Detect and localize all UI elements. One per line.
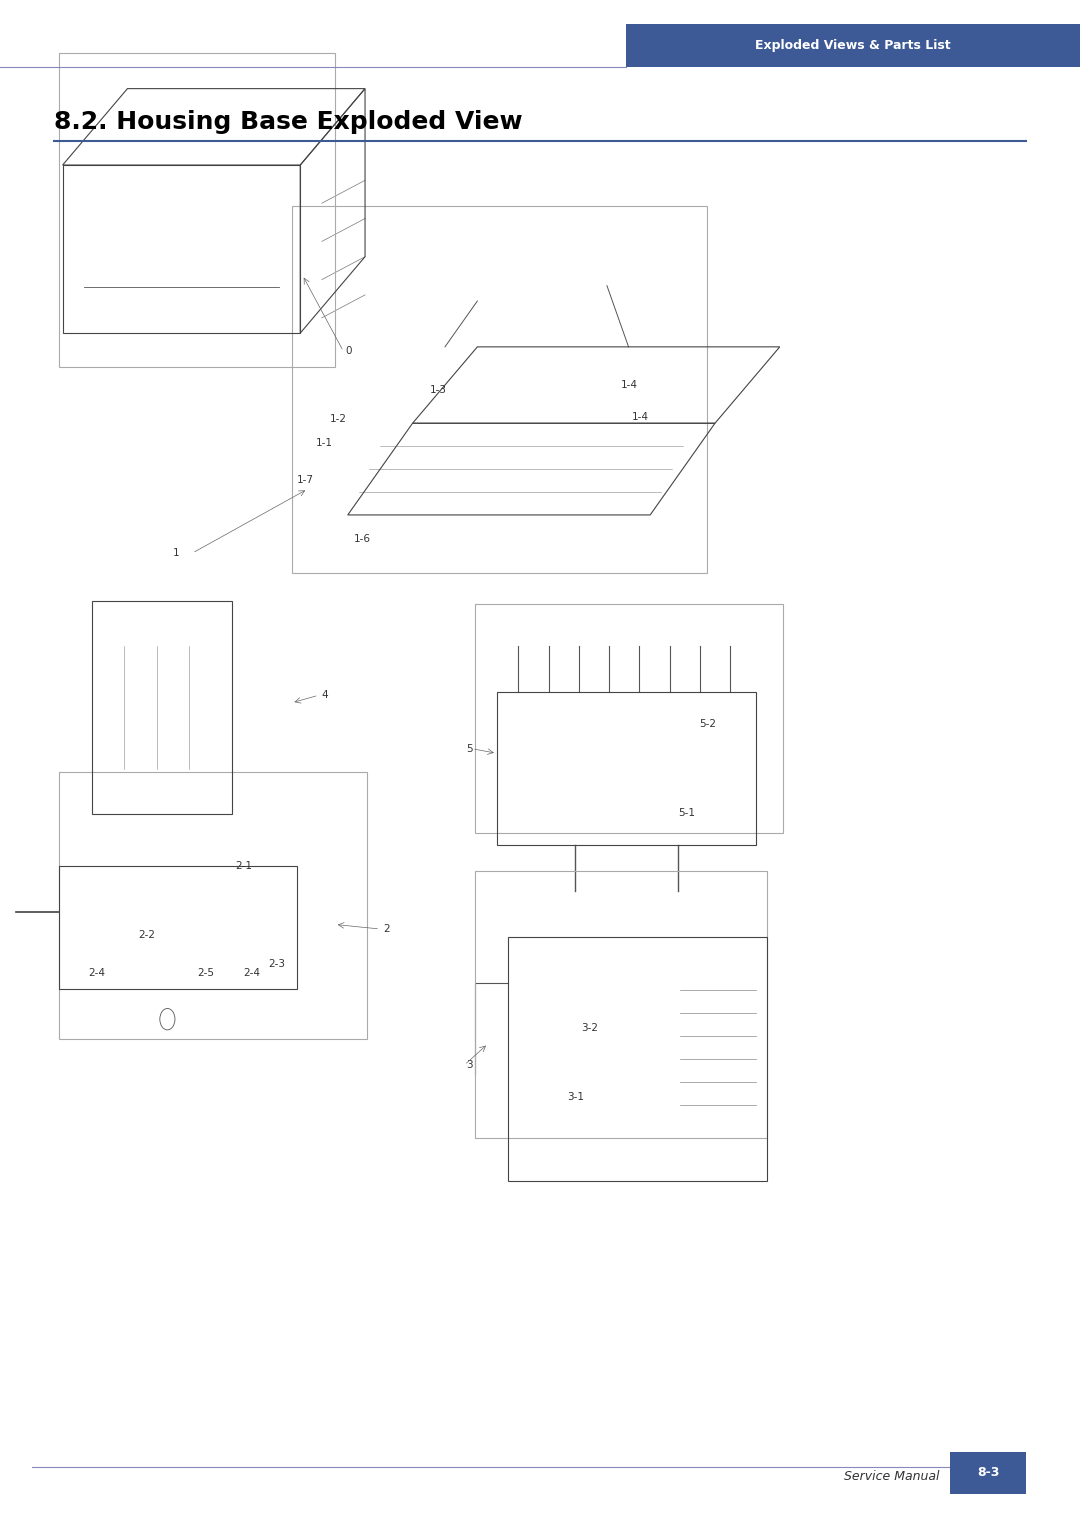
Text: 2-4: 2-4 bbox=[243, 969, 260, 978]
Text: 2-5: 2-5 bbox=[198, 969, 215, 978]
Text: 8-3: 8-3 bbox=[977, 1467, 999, 1479]
Bar bbox=[59, 772, 367, 1039]
Text: 1-4: 1-4 bbox=[621, 380, 638, 390]
Text: 3: 3 bbox=[467, 1060, 473, 1070]
Text: 1-7: 1-7 bbox=[297, 475, 314, 484]
Bar bbox=[475, 871, 767, 1138]
Text: 8.2. Housing Base Exploded View: 8.2. Housing Base Exploded View bbox=[54, 110, 523, 134]
Bar bbox=[292, 206, 707, 573]
Text: 0: 0 bbox=[346, 347, 352, 356]
FancyBboxPatch shape bbox=[626, 24, 1080, 67]
Text: 2: 2 bbox=[383, 924, 390, 934]
Text: 1-1: 1-1 bbox=[315, 439, 333, 448]
Text: 3-2: 3-2 bbox=[581, 1024, 598, 1033]
Text: 2-4: 2-4 bbox=[89, 969, 106, 978]
FancyBboxPatch shape bbox=[950, 1452, 1026, 1494]
Text: 1-4: 1-4 bbox=[632, 413, 649, 422]
Text: 1-2: 1-2 bbox=[329, 414, 347, 423]
Bar bbox=[59, 53, 335, 367]
Text: 5: 5 bbox=[467, 744, 473, 753]
Text: 2-3: 2-3 bbox=[268, 960, 285, 969]
Text: 5-1: 5-1 bbox=[678, 808, 696, 817]
Text: 2-1: 2-1 bbox=[235, 862, 253, 871]
Text: 1: 1 bbox=[173, 549, 179, 558]
Text: Service Manual: Service Manual bbox=[845, 1470, 940, 1482]
Text: 1-6: 1-6 bbox=[354, 535, 372, 544]
Bar bbox=[475, 604, 783, 833]
Text: 5-2: 5-2 bbox=[699, 720, 716, 729]
Text: 1-3: 1-3 bbox=[430, 385, 447, 394]
Text: 4: 4 bbox=[322, 691, 328, 700]
Text: 3-1: 3-1 bbox=[567, 1093, 584, 1102]
Text: 2-2: 2-2 bbox=[138, 931, 156, 940]
Text: Exploded Views & Parts List: Exploded Views & Parts List bbox=[755, 40, 951, 52]
